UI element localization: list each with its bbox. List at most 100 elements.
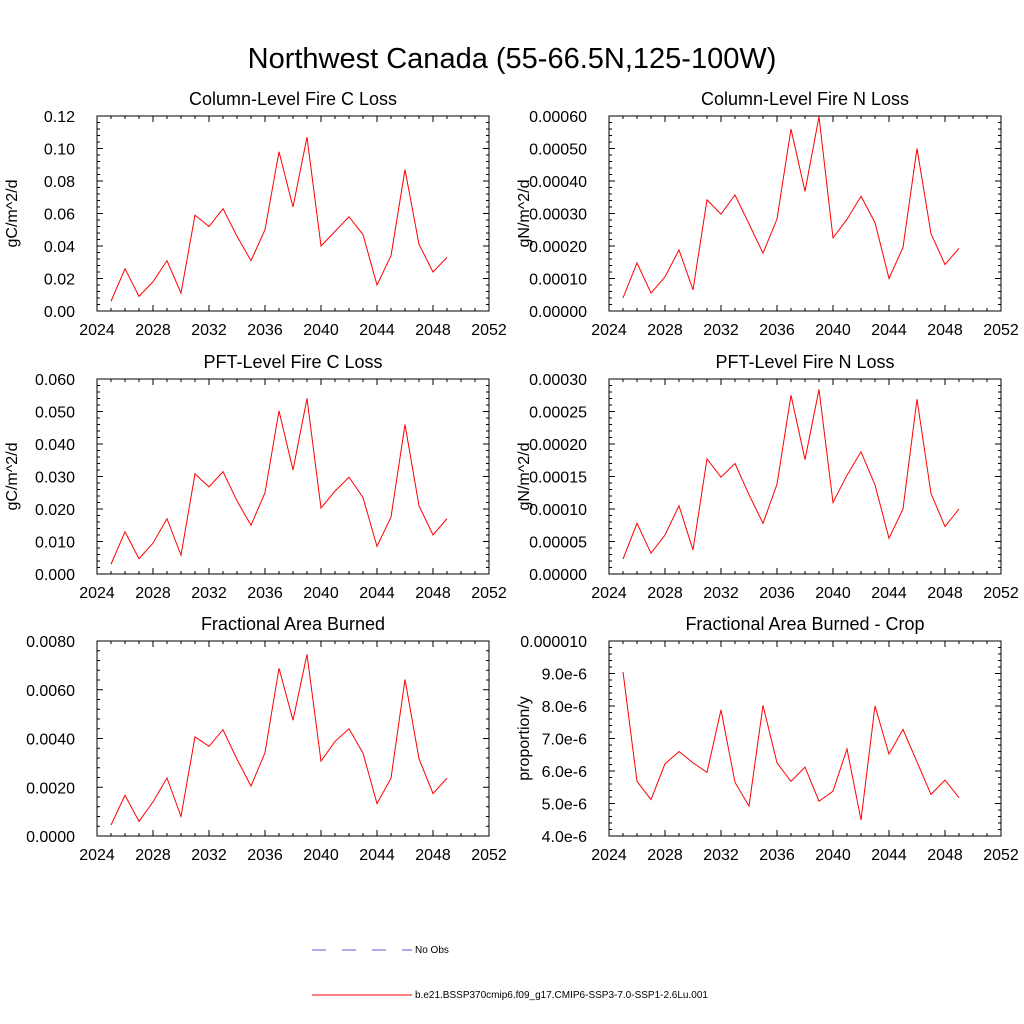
x-tick-label: 2040 (815, 847, 851, 864)
x-tick-label: 2052 (983, 585, 1019, 602)
x-tick-label: 2044 (359, 585, 395, 602)
y-tick-label: 0.0060 (26, 683, 75, 700)
series-line-1 (110, 137, 448, 302)
legend: No Obs b.e21.BSSP370cmip6.f09_g17.CMIP6-… (312, 945, 708, 1001)
x-tick-label: 2044 (871, 585, 907, 602)
x-tick-label: 2024 (591, 322, 627, 339)
y-tick-label: 0.00000 (529, 567, 587, 584)
series-line-1 (110, 654, 448, 826)
x-tick-label: 2044 (359, 322, 395, 339)
y-tick-label: 0.00020 (529, 239, 587, 256)
x-tick-label: 2024 (591, 847, 627, 864)
x-tick-label: 2032 (191, 585, 227, 602)
y-axis-label: gN/m^2/d (516, 180, 533, 248)
chart-title: Fractional Area Burned - Crop (685, 614, 924, 634)
series-line-1 (622, 389, 960, 560)
chart-title: Column-Level Fire N Loss (701, 89, 909, 109)
x-tick-label: 2048 (415, 847, 451, 864)
y-tick-label: 0.00030 (529, 372, 587, 389)
x-tick-label: 2052 (471, 322, 507, 339)
y-tick-label: 0.060 (35, 372, 75, 389)
x-tick-label: 2032 (703, 585, 739, 602)
y-tick-label: 6.0e-6 (542, 764, 587, 781)
y-tick-label: 0.00020 (529, 437, 587, 454)
x-tick-label: 2048 (927, 585, 963, 602)
series-line-1 (622, 116, 960, 299)
x-tick-label: 2040 (303, 585, 339, 602)
x-tick-label: 2032 (191, 322, 227, 339)
x-tick-label: 2044 (871, 322, 907, 339)
y-tick-label: 0.00025 (529, 405, 587, 422)
x-tick-label: 2052 (983, 322, 1019, 339)
y-tick-label: 0.0020 (26, 780, 75, 797)
x-tick-label: 2040 (303, 322, 339, 339)
plot-frame (96, 115, 490, 312)
x-tick-label: 2036 (247, 847, 283, 864)
x-tick-label: 2024 (79, 585, 115, 602)
y-tick-label: 0.020 (35, 502, 75, 519)
x-tick-label: 2032 (703, 847, 739, 864)
x-tick-label: 2048 (415, 585, 451, 602)
legend-label-model: b.e21.BSSP370cmip6.f09_g17.CMIP6-SSP3-7.… (415, 990, 708, 1001)
x-tick-label: 2036 (759, 585, 795, 602)
y-tick-label: 0.04 (44, 239, 75, 256)
x-tick-label: 2028 (647, 322, 683, 339)
y-tick-label: 0.030 (35, 470, 75, 487)
x-tick-label: 2036 (247, 585, 283, 602)
x-tick-label: 2036 (759, 847, 795, 864)
x-tick-label: 2032 (703, 322, 739, 339)
x-tick-label: 2052 (471, 847, 507, 864)
y-tick-label: 0.02 (44, 272, 75, 289)
x-tick-label: 2024 (79, 322, 115, 339)
x-tick-label: 2028 (647, 847, 683, 864)
y-axis-label: gC/m^2/d (4, 443, 21, 511)
chart-panel-5: 2024 2028 2032 2036 2040 2044 2048 2052 0.0000 0.… (26, 614, 507, 864)
x-tick-label: 2024 (79, 847, 115, 864)
y-tick-label: 0.00030 (529, 207, 587, 224)
y-tick-label: 0.000010 (520, 634, 587, 651)
x-tick-label: 2040 (815, 585, 851, 602)
series-line-1 (110, 398, 448, 565)
y-axis-label: proportion/y (516, 696, 533, 781)
y-tick-label: 0.00000 (529, 304, 587, 321)
x-tick-label: 2048 (927, 322, 963, 339)
x-tick-label: 2028 (647, 585, 683, 602)
chart-title: Column-Level Fire C Loss (189, 89, 397, 109)
y-tick-label: 0.00040 (529, 174, 587, 191)
plot-frame (96, 378, 490, 575)
y-tick-label: 0.000 (35, 567, 75, 584)
chart-title: Fractional Area Burned (201, 614, 385, 634)
chart-panel-2: 2024 2028 2032 2036 2040 2044 2048 2052 0.00000 0… (516, 89, 1019, 339)
x-tick-label: 2052 (983, 847, 1019, 864)
chart-panel-1: 2024 2028 2032 2036 2040 2044 2048 2052 0.00 0.02… (4, 89, 507, 339)
y-tick-label: 9.0e-6 (542, 667, 587, 684)
y-tick-label: 0.0040 (26, 732, 75, 749)
y-tick-label: 0.06 (44, 207, 75, 224)
x-tick-label: 2028 (135, 322, 171, 339)
x-tick-label: 2048 (415, 322, 451, 339)
y-tick-label: 0.10 (44, 142, 75, 159)
x-tick-label: 2032 (191, 847, 227, 864)
series-line-1 (622, 671, 960, 821)
chart-title: PFT-Level Fire C Loss (203, 352, 382, 372)
x-tick-label: 2036 (247, 322, 283, 339)
y-tick-label: 0.0000 (26, 829, 75, 846)
chart-panel-6: 2024 2028 2032 2036 2040 2044 2048 2052 4.0e-6 5.… (516, 614, 1019, 864)
x-tick-label: 2044 (359, 847, 395, 864)
x-tick-label: 2036 (759, 322, 795, 339)
x-tick-label: 2044 (871, 847, 907, 864)
chart-title: PFT-Level Fire N Loss (715, 352, 894, 372)
y-tick-label: 0.00010 (529, 272, 587, 289)
y-axis-label: gC/m^2/d (4, 180, 21, 248)
x-tick-label: 2052 (471, 585, 507, 602)
y-tick-label: 0.00010 (529, 502, 587, 519)
y-tick-label: 0.00050 (529, 142, 587, 159)
panels: 2024 2028 2032 2036 2040 2044 2048 2052 0.00 0.02… (4, 89, 1019, 864)
plot-frame (608, 378, 1002, 575)
y-tick-label: 8.0e-6 (542, 699, 587, 716)
plot-frame (96, 640, 490, 837)
chart-panel-4: 2024 2028 2032 2036 2040 2044 2048 2052 0.00000 0… (516, 352, 1019, 602)
y-tick-label: 0.00060 (529, 109, 587, 126)
plot-frame (608, 640, 1002, 837)
y-axis-label: gN/m^2/d (516, 443, 533, 511)
